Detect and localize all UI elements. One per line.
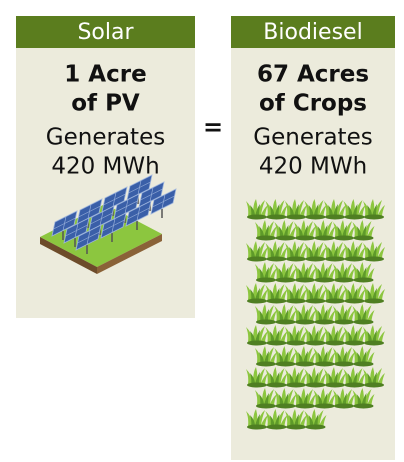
- line-text: 1 Acre: [64, 62, 146, 88]
- line-text: 67 Acres: [257, 62, 369, 88]
- line-text: Generates: [253, 125, 372, 151]
- line-text: 420 MWh: [51, 154, 159, 180]
- header-text: Solar: [77, 20, 134, 45]
- equals-sign: =: [203, 113, 223, 141]
- line-text: of Crops: [259, 91, 367, 117]
- infographic: Solar 1 Acre of PV Generates 420 MWh = B…: [0, 0, 404, 462]
- line-text: of PV: [71, 91, 140, 117]
- header-text: Biodiesel: [263, 20, 362, 45]
- line-text: Generates: [46, 125, 165, 151]
- line-text: 420 MWh: [259, 154, 367, 180]
